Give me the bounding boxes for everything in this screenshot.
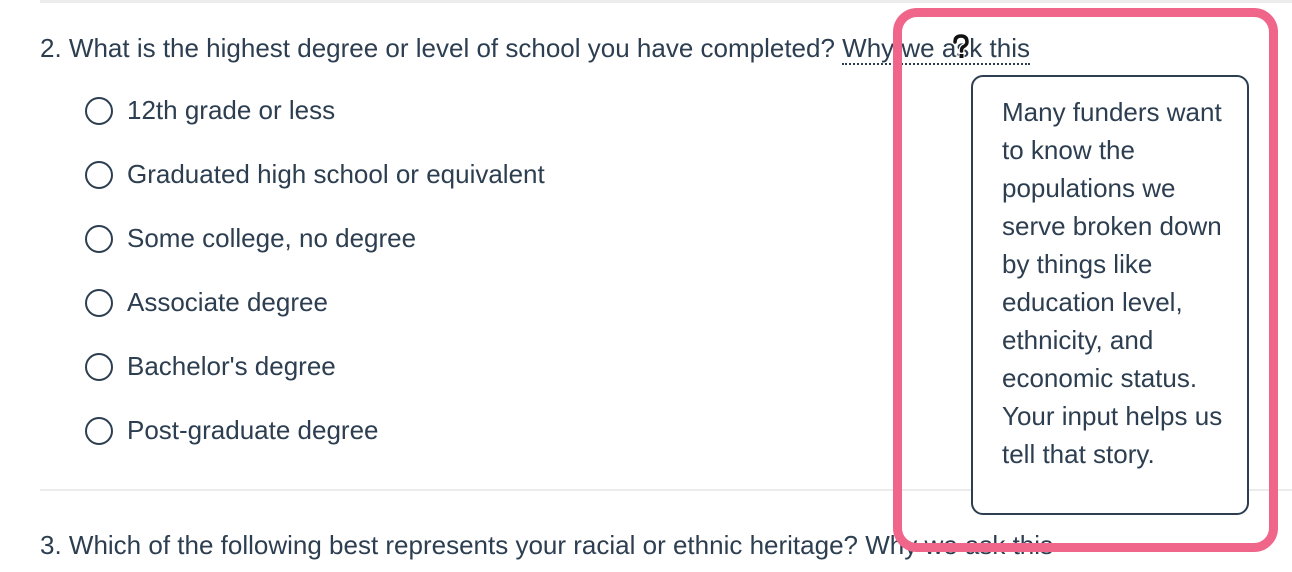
option-label: Graduated high school or equivalent — [127, 159, 545, 189]
radio-button[interactable] — [85, 416, 113, 445]
option-high-school[interactable]: Graduated high school or equivalent — [85, 159, 545, 190]
top-divider — [40, 0, 1292, 3]
why-we-ask-link[interactable]: Why we ask this — [842, 33, 1030, 65]
question-divider — [40, 489, 1292, 491]
radio-button[interactable] — [85, 352, 113, 381]
radio-button[interactable] — [85, 160, 113, 189]
question-3: 3. Which of the following best represent… — [40, 530, 1053, 560]
option-associate[interactable]: Associate degree — [85, 287, 328, 318]
why-we-ask-link-3[interactable]: Why we ask this — [865, 530, 1054, 560]
question-2-text: 2. What is the highest degree or level o… — [40, 33, 835, 63]
radio-button[interactable] — [85, 288, 113, 317]
option-label: Bachelor's degree — [127, 351, 336, 381]
why-tooltip: Many funders want to know the population… — [971, 75, 1249, 515]
radio-button[interactable] — [85, 224, 113, 253]
option-12th-grade[interactable]: 12th grade or less — [85, 95, 335, 126]
option-label: Associate degree — [127, 287, 328, 317]
option-label: Some college, no degree — [127, 223, 417, 253]
option-post-graduate[interactable]: Post-graduate degree — [85, 415, 379, 446]
radio-button[interactable] — [85, 96, 113, 125]
option-label: Post-graduate degree — [127, 415, 379, 445]
help-cursor-icon — [952, 34, 970, 59]
question-3-text: 3. Which of the following best represent… — [40, 530, 858, 560]
option-some-college[interactable]: Some college, no degree — [85, 223, 416, 254]
option-label: 12th grade or less — [127, 95, 336, 125]
question-2: 2. What is the highest degree or level o… — [40, 33, 1030, 65]
option-bachelor[interactable]: Bachelor's degree — [85, 351, 336, 382]
